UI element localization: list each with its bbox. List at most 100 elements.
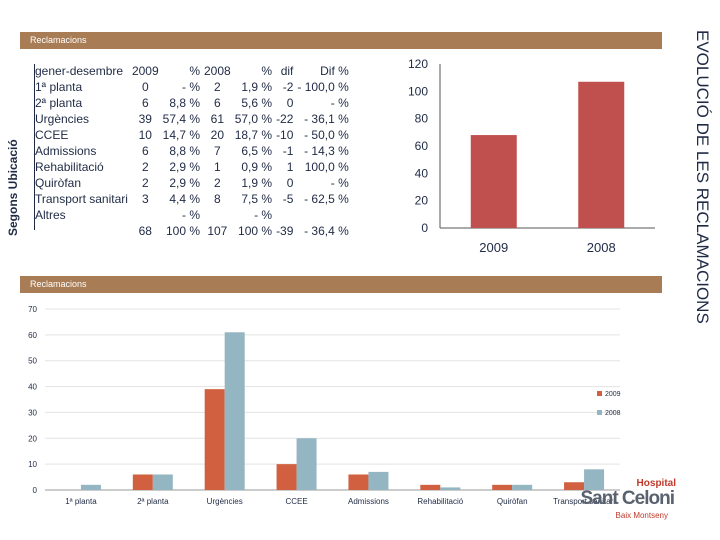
table-cell: 0: [141, 80, 149, 94]
table-cell: -10: [276, 128, 294, 142]
logo-line-2: Sant Celoni: [580, 488, 675, 509]
table-row: Altres - % - %: [33, 207, 351, 223]
legend-swatch: [597, 410, 602, 415]
table-cell: 2,9 %: [169, 176, 200, 190]
hospital-logo: Hospital Sant Celoni Baix Montseny: [578, 478, 678, 524]
table-cell: - 14,3 %: [304, 144, 349, 158]
bar-2008: [80, 484, 101, 490]
table-row: Urgències 39 57,4 % 61 57,0 % -22 - 36,1 %: [33, 111, 351, 127]
table-cell: 1: [214, 160, 221, 174]
table-cell: -2: [282, 80, 294, 94]
x-tick-label: 2009: [479, 240, 508, 255]
bar-2008: [584, 469, 605, 490]
table-cell: 2: [214, 80, 221, 94]
table-cell: 100 %: [165, 224, 200, 238]
table-cell: - 36,4 %: [304, 224, 349, 238]
bar: [578, 81, 625, 229]
table-cell: 5,6 %: [241, 96, 273, 110]
table-cell: 61: [210, 112, 225, 126]
table-cell: 10: [138, 128, 152, 142]
table-cell: 1,9 %: [241, 176, 273, 190]
table-row: 68 100 % 107 100 % -39- 36,4 %: [33, 223, 351, 239]
y-tick-label: 60: [28, 331, 37, 340]
table-cell: dif: [280, 64, 294, 78]
table-cell: Dif %: [320, 64, 349, 78]
table-cell: 6: [141, 144, 149, 158]
y-tick-label: 70: [28, 305, 37, 314]
bar-2009: [348, 474, 369, 490]
table-cell: 1: [286, 160, 294, 174]
x-tick-label: CCEE: [285, 497, 307, 506]
bar-2008: [368, 471, 389, 490]
table-cell: 57,0 %: [234, 112, 273, 126]
x-tick-label: Quiròfan: [497, 497, 528, 506]
table-cell: 6: [141, 96, 149, 110]
table-cell: 7,5 %: [241, 192, 273, 206]
table-cell: -22: [276, 112, 294, 126]
table-cell: 2: [141, 160, 149, 174]
table-cell: 8,8 %: [169, 144, 200, 158]
table-cell: 68: [138, 224, 152, 238]
table-cell: Altres: [35, 208, 66, 222]
table-cell: 20: [210, 128, 225, 142]
y-tick-label: 40: [415, 166, 429, 180]
table-cell: - %: [182, 208, 200, 222]
bar-2009: [420, 484, 441, 490]
table-row: 1ª planta 0 - % 2 1,9 % -2- 100,0 %: [33, 79, 351, 95]
y-tick-label: 80: [415, 112, 429, 126]
bar: [470, 135, 517, 228]
mid-section-banner: Reclamacions: [20, 276, 662, 293]
table-cell: 2: [141, 176, 149, 190]
x-tick-label: Admissions: [348, 497, 389, 506]
bar-2009: [204, 389, 225, 490]
bar-2009: [276, 464, 297, 490]
x-tick-label: 1ª planta: [65, 497, 97, 506]
legend-label: 2008: [605, 410, 621, 417]
table-row: Rehabilitació 2 2,9 % 1 0,9 % 1 100,0 %: [33, 159, 351, 175]
table-cell: 107: [207, 224, 228, 238]
y-tick-label: 100: [408, 84, 428, 98]
bar-2008: [296, 438, 317, 490]
y-tick-label: 60: [415, 139, 429, 153]
table-cell: - 100,0 %: [297, 80, 349, 94]
y-tick-label: 10: [28, 460, 37, 469]
table-row: CCEE 10 14,7 % 20 18,7 % -10 - 50,0 %: [33, 127, 351, 143]
logo-line-1: Hospital: [636, 478, 676, 489]
table-separator: [34, 64, 35, 230]
table-cell: %: [261, 64, 273, 78]
table-cell: - 36,1 %: [304, 112, 349, 126]
table-cell: Admissions: [35, 144, 97, 158]
table-cell: 0: [286, 96, 294, 110]
y-tick-label: 0: [33, 486, 38, 495]
table-cell: 4,4 %: [169, 192, 200, 206]
table-cell: Transport sanitari: [35, 192, 128, 206]
bar-2008: [512, 484, 533, 490]
table-cell: 0: [286, 176, 294, 190]
top-banner-title: Reclamacions: [30, 35, 87, 45]
table-cell: 8: [214, 192, 221, 206]
y-tick-label: 30: [28, 408, 37, 417]
table-cell: -1: [282, 144, 294, 158]
table-cell: Rehabilitació: [35, 160, 104, 174]
table-cell: 2009: [131, 64, 159, 78]
table-cell: 8,8 %: [169, 96, 200, 110]
table-cell: 0,9 %: [241, 160, 273, 174]
table-header-row: gener-desembre 2009% 2008% dif Dif %: [33, 63, 351, 79]
table-cell: 57,4 %: [162, 112, 200, 126]
table-cell: -39: [276, 224, 294, 238]
legend-swatch: [597, 391, 602, 396]
y-tick-label: 120: [408, 57, 428, 71]
top-section-banner: Reclamacions: [20, 32, 662, 49]
bar-2008: [152, 474, 173, 490]
table-cell: Quiròfan: [35, 176, 82, 190]
x-tick-label: 2008: [587, 240, 616, 255]
table-cell: 7: [214, 144, 221, 158]
table-cell: -5: [282, 192, 294, 206]
x-tick-label: 2ª planta: [137, 497, 169, 506]
bar-2008: [224, 332, 245, 490]
table-cell: CCEE: [35, 128, 69, 142]
bar-2008: [440, 487, 461, 490]
table-cell: 6: [214, 96, 221, 110]
table-cell: - %: [330, 176, 349, 190]
